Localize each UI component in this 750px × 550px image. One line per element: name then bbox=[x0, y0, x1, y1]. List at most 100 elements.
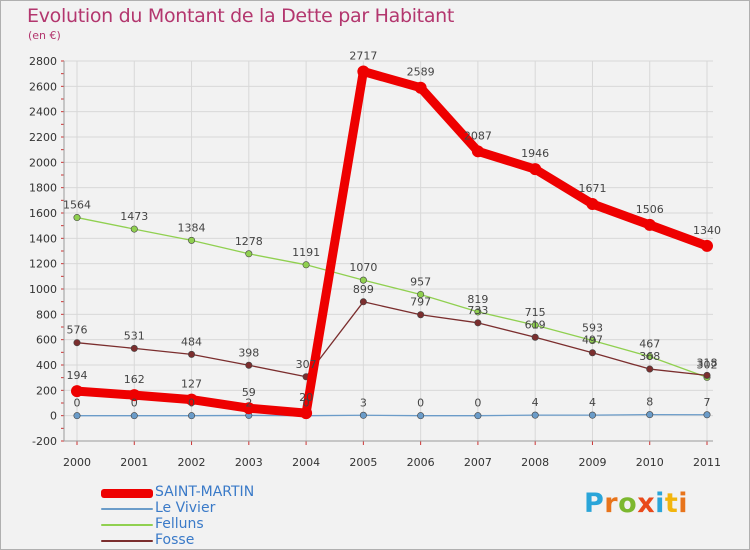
data-label-saint-martin: 2717 bbox=[349, 50, 377, 63]
y-tick-label: 0 bbox=[50, 410, 57, 423]
data-label-le-vivier: 0 bbox=[131, 397, 138, 410]
data-point-le-vivier bbox=[646, 411, 654, 419]
data-label-le-vivier: 4 bbox=[532, 396, 539, 409]
x-tick-label: 2008 bbox=[521, 456, 549, 469]
legend-swatch-saint-martin bbox=[101, 489, 153, 498]
data-point-saint-martin bbox=[128, 389, 141, 402]
data-label-saint-martin: 1340 bbox=[693, 224, 721, 237]
y-tick-label: -200 bbox=[32, 435, 57, 448]
data-label-saint-martin: 20 bbox=[299, 391, 313, 404]
x-tick-label: 2011 bbox=[693, 456, 721, 469]
data-label-felluns: 1278 bbox=[235, 235, 263, 248]
data-point-le-vivier bbox=[73, 412, 81, 420]
data-label-le-vivier: 4 bbox=[589, 396, 596, 409]
y-tick-label: 1800 bbox=[29, 182, 57, 195]
data-label-saint-martin: 194 bbox=[67, 369, 88, 382]
data-label-le-vivier: 3 bbox=[360, 396, 367, 409]
series-line-fosse bbox=[76, 301, 708, 378]
data-label-le-vivier: 7 bbox=[704, 396, 711, 409]
legend-swatch-le-vivier bbox=[101, 508, 153, 510]
data-point-fosse bbox=[130, 344, 138, 352]
data-point-saint-martin bbox=[701, 239, 713, 252]
chart-title: Evolution du Montant de la Dette par Hab… bbox=[27, 5, 455, 27]
x-tick-label: 2001 bbox=[120, 456, 148, 469]
axis-layer: -200020040060080010001200140016001800200… bbox=[29, 55, 721, 469]
data-label-felluns: 1191 bbox=[292, 246, 320, 259]
x-tick-label: 2009 bbox=[578, 456, 606, 469]
data-point-saint-martin bbox=[414, 81, 427, 94]
data-point-le-vivier bbox=[531, 411, 539, 419]
chart-unit: (en €) bbox=[28, 29, 61, 42]
legend-swatch-fosse bbox=[101, 540, 153, 542]
data-point-saint-martin bbox=[643, 218, 656, 231]
data-point-saint-martin bbox=[586, 198, 599, 211]
data-label-le-vivier: 0 bbox=[474, 397, 481, 410]
data-point-felluns bbox=[359, 276, 367, 284]
data-point-saint-martin bbox=[185, 393, 198, 406]
data-label-felluns: 715 bbox=[525, 306, 546, 319]
data-label-saint-martin: 2087 bbox=[464, 129, 492, 142]
y-tick-label: 1400 bbox=[29, 232, 57, 245]
data-label-saint-martin: 2589 bbox=[407, 66, 435, 79]
data-point-felluns bbox=[73, 214, 81, 222]
data-point-saint-martin bbox=[300, 407, 313, 420]
data-label-felluns: 1070 bbox=[349, 261, 377, 274]
y-tick-label: 2800 bbox=[29, 55, 57, 68]
data-label-le-vivier: 2 bbox=[245, 396, 252, 409]
data-point-fosse bbox=[703, 371, 711, 379]
y-tick-label: 2200 bbox=[29, 131, 57, 144]
data-point-felluns bbox=[588, 337, 596, 345]
data-label-le-vivier: 0 bbox=[74, 397, 81, 410]
data-label-fosse: 497 bbox=[582, 334, 603, 347]
data-label-fosse: 307 bbox=[296, 358, 317, 371]
data-point-saint-martin bbox=[242, 402, 255, 415]
series-line-saint-martin bbox=[72, 67, 712, 418]
data-label-fosse: 318 bbox=[697, 356, 718, 369]
y-tick-label: 400 bbox=[36, 359, 57, 372]
y-tick-label: 200 bbox=[36, 384, 57, 397]
data-label-fosse: 797 bbox=[410, 296, 431, 309]
data-point-felluns bbox=[245, 250, 253, 258]
data-point-fosse bbox=[73, 339, 81, 347]
data-point-le-vivier bbox=[417, 412, 425, 420]
data-point-le-vivier bbox=[474, 412, 482, 420]
legend-label-le-vivier: Le Vivier bbox=[155, 500, 216, 516]
data-label-saint-martin: 59 bbox=[242, 386, 256, 399]
data-point-saint-martin bbox=[471, 145, 484, 158]
data-point-fosse bbox=[245, 361, 253, 369]
y-tick-label: 1000 bbox=[29, 283, 57, 296]
x-tick-label: 2003 bbox=[235, 456, 263, 469]
plot-area bbox=[64, 61, 713, 441]
data-label-saint-martin: 1671 bbox=[578, 182, 606, 195]
data-point-felluns bbox=[130, 225, 138, 233]
data-point-le-vivier bbox=[130, 412, 138, 420]
data-point-le-vivier bbox=[588, 411, 596, 419]
label-layer: 0 0 0 2 0 3 0 0 4 4 8 71564147313841278119110709578… bbox=[63, 50, 721, 410]
data-point-le-vivier bbox=[359, 411, 367, 419]
y-tick-label: 2600 bbox=[29, 80, 57, 93]
legend-swatch-felluns bbox=[101, 524, 153, 526]
series-line-le-vivier bbox=[76, 414, 708, 417]
data-label-le-vivier: 0 bbox=[417, 397, 424, 410]
data-point-fosse bbox=[188, 350, 196, 358]
y-tick-label: 600 bbox=[36, 334, 57, 347]
data-point-felluns bbox=[417, 290, 425, 298]
data-label-felluns: 593 bbox=[582, 322, 603, 335]
x-tick-label: 2007 bbox=[464, 456, 492, 469]
y-tick-label: 2400 bbox=[29, 106, 57, 119]
y-tick-label: 800 bbox=[36, 308, 57, 321]
data-label-saint-martin: 127 bbox=[181, 378, 202, 391]
data-point-felluns bbox=[188, 236, 196, 244]
data-label-felluns: 819 bbox=[467, 293, 488, 306]
data-point-fosse bbox=[474, 319, 482, 327]
series-layer bbox=[71, 65, 713, 420]
series-line-felluns bbox=[76, 216, 708, 379]
legend-label-saint-martin: SAINT-MARTIN bbox=[155, 484, 255, 500]
data-label-felluns: 1564 bbox=[63, 199, 91, 212]
y-tick-label: 1600 bbox=[29, 207, 57, 220]
data-point-fosse bbox=[359, 298, 367, 306]
data-label-fosse: 733 bbox=[467, 304, 488, 317]
data-point-felluns bbox=[302, 261, 310, 269]
x-tick-label: 2002 bbox=[178, 456, 206, 469]
data-label-fosse: 899 bbox=[353, 283, 374, 296]
